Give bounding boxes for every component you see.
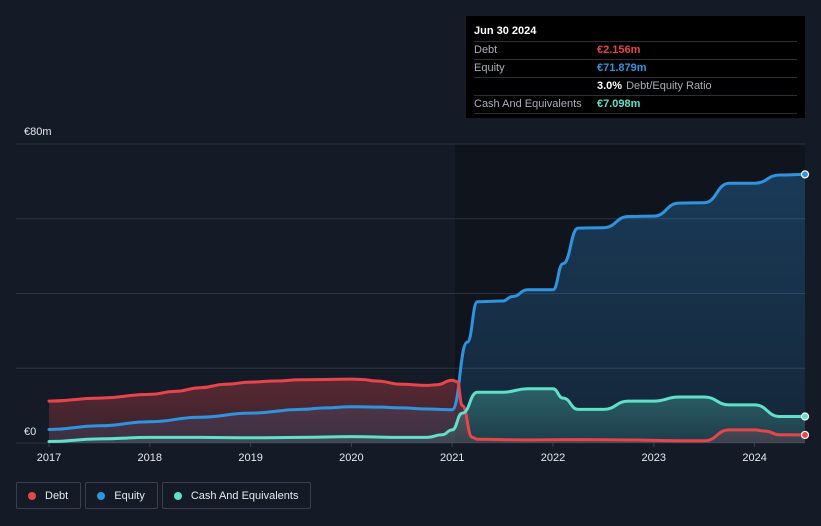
series-areas [49,174,805,443]
debt-endpoint[interactable] [800,430,810,440]
tooltip-equity-value: €71.879m [597,62,647,74]
tooltip-ratio-label: Debt/Equity Ratio [626,80,712,92]
tooltip-debt-label: Debt [474,44,498,56]
tooltip-ratio-row: 3.0% Debt/Equity Ratio [474,77,797,95]
y-tick-label: €80m [24,126,52,138]
cash-line [47,387,807,443]
equity-area [49,174,805,443]
x-tick-label: 2020 [339,452,363,464]
x-tick-label: 2023 [642,452,666,464]
tooltip-date: Jun 30 2024 [474,25,537,37]
equity-dot-icon [97,491,106,500]
equity-endpoint[interactable] [800,170,810,179]
chart-legend: Debt Equity Cash And Equivalents [16,482,315,509]
tooltip-debt-value: €2.156m [597,44,641,56]
x-tick-label: 2018 [138,452,162,464]
cash-endpoint[interactable] [800,412,810,421]
y-axis: €80m €0 [24,126,52,438]
tooltip-debt-row: Debt €2.156m [474,41,797,59]
x-tick-label: 2021 [440,452,464,464]
legend-debt-label: Debt [45,489,69,502]
tooltip-equity-label: Equity [474,62,505,74]
legend-cash-label: Cash And Equivalents [190,489,299,502]
tooltip-equity-row: Equity €71.879m [474,59,797,77]
debt-dot-icon [28,491,36,500]
debt-line [47,377,807,443]
series-lines [47,172,807,443]
cash-dot-icon [173,491,182,500]
x-tick-label: 2022 [541,452,565,464]
tooltip-cash-value: €7.098m [597,98,641,110]
x-tick-label: 2019 [238,452,262,464]
x-axis: 2017 2018 2019 2020 2021 2022 2023 2024 [37,443,767,464]
debt-area [49,379,805,443]
tooltip-cash-row: Cash And Equivalents €7.098m [474,95,797,114]
legend-equity-toggle[interactable]: Equity [85,482,158,509]
legend-debt-toggle[interactable]: Debt [16,482,82,509]
x-tick-label: 2017 [37,452,61,464]
cash-area [49,388,805,443]
legend-cash-toggle[interactable]: Cash And Equivalents [161,482,312,509]
series-endpoints [800,170,810,440]
x-tick-label: 2024 [742,452,766,464]
equity-line [47,172,807,431]
data-tooltip: Jun 30 2024 Debt €2.156m Equity €71.879m… [466,16,805,118]
tooltip-cash-label: Cash And Equivalents [474,98,582,110]
y-tick-label: €0 [24,426,36,438]
tooltip-ratio-value: 3.0% [597,80,623,92]
legend-equity-label: Equity [114,489,145,502]
